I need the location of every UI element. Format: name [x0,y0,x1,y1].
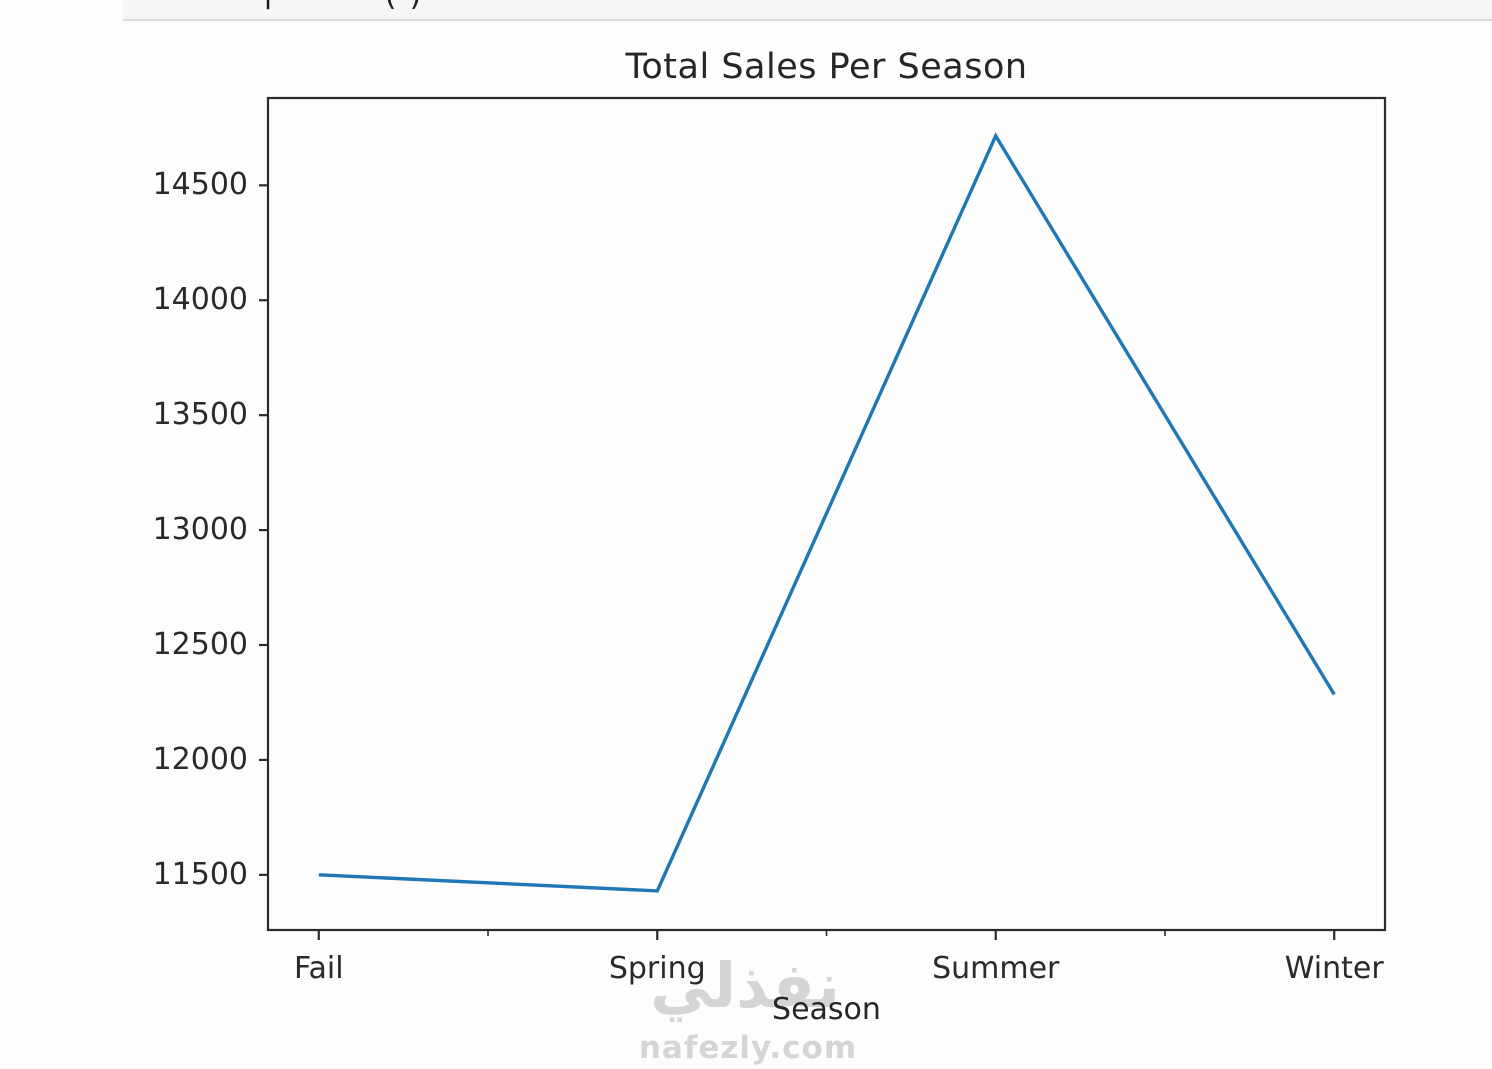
watermark-logo: نفذلي [650,949,840,1022]
sales-line-series [318,132,1336,893]
code-fragment-icon: () [381,0,433,11]
y-tick-label: 11500 [152,856,248,892]
x-tick-label: Winter [1284,951,1384,986]
chart-figure: Total Sales Per Season 11500 12000 12500 13… [0,21,1492,1069]
x-axis-title: Season [772,992,881,1027]
chart-title: Total Sales Per Season [625,47,1028,87]
y-tick-label: 12000 [152,741,248,777]
y-tick-label: 14000 [152,282,248,318]
watermark-site-text: nafezly.com [638,1030,858,1066]
x-tick-label: Fail [293,951,344,986]
y-tick-label: 13500 [152,397,248,433]
code-cell-remnant: | () [123,0,1492,21]
x-tick-label: Summer [932,951,1060,986]
y-tick-label: 13000 [152,512,248,548]
line-chart-plot [259,96,1387,940]
x-tick-label: Spring [608,951,706,986]
y-tick-label: 12500 [152,627,248,662]
code-fragment-icon: | [259,0,277,8]
y-tick-label: 14500 [152,167,248,203]
